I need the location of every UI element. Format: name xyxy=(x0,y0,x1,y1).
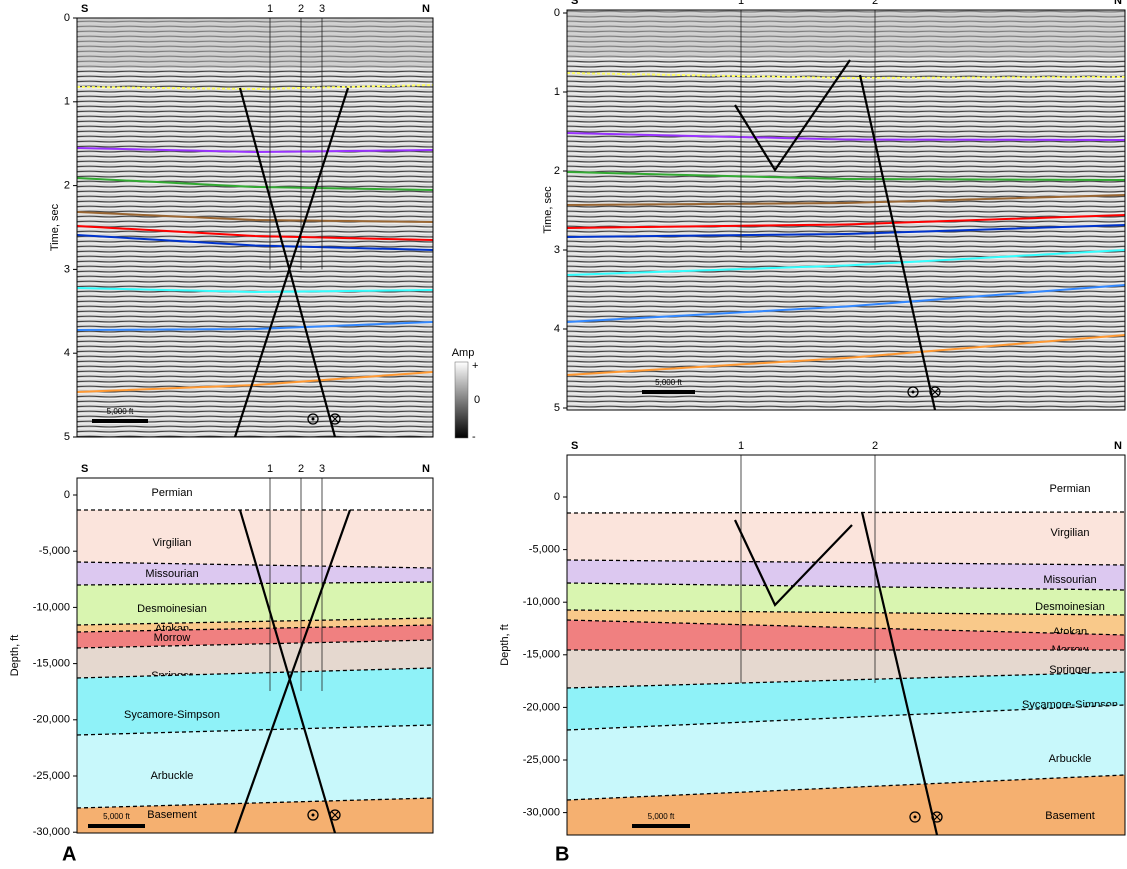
fault-motion-symbol xyxy=(912,391,915,394)
layer-label: Permian xyxy=(152,487,193,499)
legend-max: + xyxy=(472,360,478,372)
y-axis-title: Depth, ft xyxy=(499,624,511,666)
y-axis-title: Depth, ft xyxy=(9,635,21,677)
section-left-label: S xyxy=(571,440,578,452)
y-tick-label: 1 xyxy=(554,86,560,98)
y-tick-label: 3 xyxy=(64,263,70,275)
y-tick-label: -30,000 xyxy=(523,807,560,819)
section-left-label: S xyxy=(81,3,88,15)
y-tick-label: 2 xyxy=(554,165,560,177)
layer-label: Virgilian xyxy=(153,537,192,549)
panel-label: A xyxy=(62,843,76,865)
layer-label: Desmoinesian xyxy=(137,603,207,615)
layer-label: Missourian xyxy=(1043,574,1096,586)
y-tick-label: -10,000 xyxy=(523,596,560,608)
well-label: 2 xyxy=(298,3,304,15)
seismic-noise-zone xyxy=(77,18,433,68)
y-tick-label: -5,000 xyxy=(39,545,70,557)
layer-label: Basement xyxy=(147,809,197,821)
y-axis-title: Time, sec xyxy=(542,186,554,234)
seismic-noise-zone xyxy=(567,10,1125,58)
y-tick-label: -30,000 xyxy=(33,826,70,838)
layer-label: Permian xyxy=(1050,483,1091,495)
y-tick-label: -15,000 xyxy=(523,649,560,661)
y-tick-label: 5 xyxy=(64,431,70,443)
legend-mid: 0 xyxy=(474,394,480,406)
y-tick-label: 0 xyxy=(554,7,560,19)
figure: S N 1 2 3 0 1 2 3 4 5 Time, sec 5,000 ft Permian Virgi… xyxy=(0,0,1127,869)
y-tick-label: 5 xyxy=(554,402,560,414)
y-tick-label: 4 xyxy=(64,347,70,359)
section-right-label: N xyxy=(422,3,430,15)
fault-motion-symbol xyxy=(312,814,315,817)
y-tick-label: 3 xyxy=(554,244,560,256)
scale-bar-label: 5,000 ft xyxy=(648,812,675,821)
legend-min: - xyxy=(472,431,476,443)
well-label: 3 xyxy=(319,3,325,15)
section-right-label: N xyxy=(422,463,430,475)
layer xyxy=(77,668,433,735)
layer-label: Sycamore-Simpson xyxy=(124,709,220,721)
y-tick-label: -20,000 xyxy=(523,701,560,713)
well-label: 1 xyxy=(738,440,744,452)
scale-bar xyxy=(88,824,145,828)
scale-bar-label: 5,000 ft xyxy=(103,812,130,821)
scale-bar xyxy=(642,390,695,394)
y-tick-label: 1 xyxy=(64,96,70,108)
section-right-label: N xyxy=(1114,0,1122,7)
scale-bar-label: 5,000 ft xyxy=(655,378,682,387)
layer-label: Missourian xyxy=(145,568,198,580)
scale-bar xyxy=(632,824,690,828)
layer xyxy=(77,478,433,510)
well-label: 1 xyxy=(738,0,744,7)
y-tick-label: -25,000 xyxy=(33,770,70,782)
scale-bar-label: 5,000 ft xyxy=(107,407,134,416)
well-label: 2 xyxy=(298,463,304,475)
legend-title: Amp xyxy=(452,347,475,359)
y-tick-label: 0 xyxy=(64,12,70,24)
layer xyxy=(77,725,433,808)
seismic-image xyxy=(567,10,1125,410)
well-label: 2 xyxy=(872,0,878,7)
y-tick-label: -10,000 xyxy=(33,601,70,613)
y-tick-label: -15,000 xyxy=(33,658,70,670)
layer xyxy=(567,512,1125,565)
section-left-label: S xyxy=(81,463,88,475)
layer-label: Arbuckle xyxy=(1049,753,1092,765)
layer-label: Arbuckle xyxy=(151,770,194,782)
section-right-label: N xyxy=(1114,440,1122,452)
y-tick-label: -20,000 xyxy=(33,714,70,726)
layer-label: Morrow xyxy=(154,632,191,644)
y-axis-title: Time, sec xyxy=(49,203,61,251)
layer-label: Virgilian xyxy=(1051,527,1090,539)
fault-motion-symbol xyxy=(914,816,917,819)
scale-bar xyxy=(92,419,148,423)
layer-label: Desmoinesian xyxy=(1035,601,1105,613)
layer xyxy=(567,455,1125,513)
well-label: 2 xyxy=(872,440,878,452)
y-tick-label: -5,000 xyxy=(529,544,560,556)
panel-label: B xyxy=(555,843,569,865)
y-tick-label: 0 xyxy=(64,489,70,501)
y-tick-label: 0 xyxy=(554,491,560,503)
well-label: 1 xyxy=(267,463,273,475)
y-tick-label: -25,000 xyxy=(523,754,560,766)
well-label: 1 xyxy=(267,3,273,15)
y-tick-label: 2 xyxy=(64,180,70,192)
layer-label: Basement xyxy=(1045,810,1095,822)
fault-motion-symbol xyxy=(312,418,315,421)
section-left-label: S xyxy=(571,0,578,7)
y-tick-label: 4 xyxy=(554,323,560,335)
figure-content: S N 1 2 3 0 1 2 3 4 5 Time, sec 5,000 ft Permian Virgi… xyxy=(9,0,1125,865)
legend-colorbar xyxy=(455,362,468,438)
well-label: 3 xyxy=(319,463,325,475)
